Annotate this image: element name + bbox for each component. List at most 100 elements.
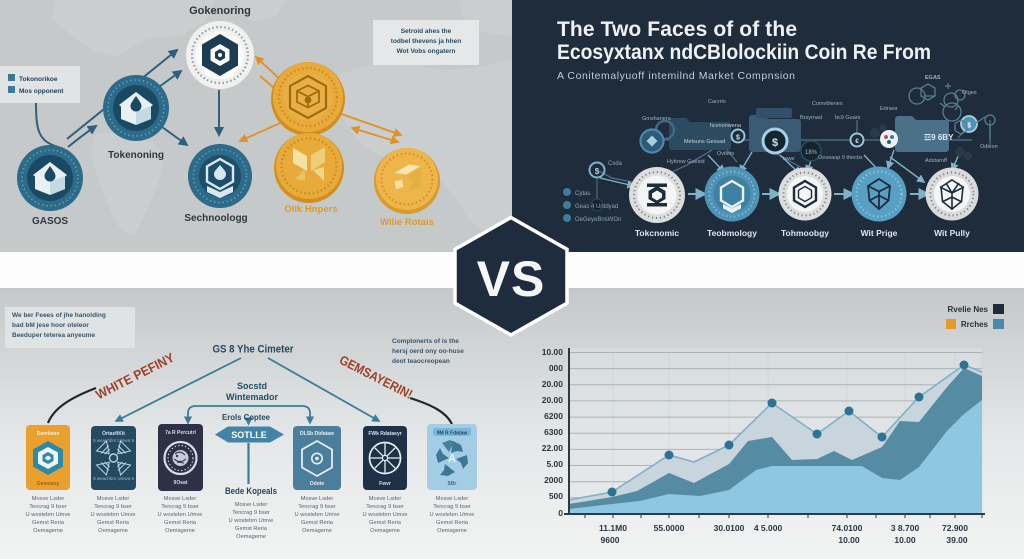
svg-text:Metsuns Gessad: Metsuns Gessad: [684, 139, 725, 145]
svg-text:todbel thevens ja hhen: todbel thevens ja hhen: [391, 38, 461, 45]
svg-text:☲9 6BY: ☲9 6BY: [924, 133, 954, 142]
svg-text:Ednaor: Ednaor: [880, 106, 898, 112]
svg-text:Gemst Reria: Gemst Reria: [164, 520, 197, 526]
svg-text:Wot Vobs ongatern: Wot Vobs ongatern: [397, 48, 456, 55]
svg-text:9M R Fdataw: 9M R Fdataw: [437, 431, 468, 437]
svg-text:Tohmoobgy: Tohmoobgy: [781, 228, 829, 238]
svg-text:$: $: [967, 121, 972, 130]
svg-text:Cxda: Cxda: [608, 161, 623, 167]
svg-text:Cacrrio: Cacrrio: [708, 99, 726, 105]
svg-text:Gemsany: Gemsany: [37, 481, 60, 487]
svg-text:The Two Faces of of the: The Two Faces of of the: [557, 18, 797, 41]
svg-text:Oemageme: Oemageme: [98, 528, 128, 534]
svg-text:9Oeat: 9Oeat: [174, 480, 188, 486]
svg-text:GASOS: GASOS: [32, 216, 68, 227]
svg-text:Wintemador: Wintemador: [226, 392, 278, 402]
svg-text:Comvblenes: Comvblenes: [812, 101, 843, 107]
svg-text:Bede Kopeals: Bede Kopeals: [225, 486, 277, 496]
svg-text:Tencrag 9 bser: Tencrag 9 bser: [433, 504, 471, 510]
svg-text:Geas 4 Untdyad: Geas 4 Untdyad: [575, 204, 618, 210]
svg-text:U wostebm Umve: U wostebm Umve: [229, 518, 274, 524]
svg-text:Gemst Reria: Gemst Reria: [97, 520, 130, 526]
svg-text:Mosve Lsder: Mosve Lsder: [32, 496, 65, 502]
svg-text:20.00: 20.00: [542, 379, 564, 389]
svg-text:We ber Feees of jhe hanolding: We ber Feees of jhe hanolding: [12, 312, 106, 319]
svg-text:bad bM jese hoor oteleor: bad bM jese hoor oteleor: [12, 322, 89, 329]
svg-text:hersj oerd ony oo-huse: hersj oerd ony oo-huse: [392, 348, 464, 355]
svg-text:72.900: 72.900: [942, 523, 968, 533]
svg-text:U wostebm Umve: U wostebm Umve: [158, 512, 203, 518]
svg-text:Brsyrnad: Brsyrnad: [800, 115, 822, 121]
svg-text:SBr: SBr: [448, 481, 457, 487]
svg-text:deot teaocreopean: deot teaocreopean: [392, 358, 450, 365]
svg-text:Oemageme: Oemageme: [236, 534, 266, 540]
svg-text:Gemst Reria: Gemst Reria: [235, 526, 268, 532]
svg-text:22.00: 22.00: [542, 443, 564, 453]
svg-text:Olik Hnpers: Olik Hnpers: [284, 204, 337, 215]
svg-text:Tencrag 9 bser: Tencrag 9 bser: [161, 504, 199, 510]
svg-text:Adstaroff: Adstaroff: [925, 158, 947, 164]
svg-text:Mosve Lsder: Mosve Lsder: [301, 496, 334, 502]
svg-text:SOTLLE: SOTLLE: [231, 430, 267, 440]
svg-text:Oemageme: Oemageme: [165, 528, 195, 534]
svg-text:Mos opponent: Mos opponent: [19, 88, 64, 95]
svg-text:Wit Pully: Wit Pully: [934, 228, 970, 238]
svg-text:7a R Percutrl: 7a R Percutrl: [165, 430, 196, 436]
svg-text:Odote: Odote: [310, 481, 325, 487]
svg-text:Tokenoning: Tokenoning: [108, 150, 164, 161]
svg-text:Complonerts of is the: Complonerts of is the: [392, 338, 459, 345]
svg-text:2000: 2000: [544, 475, 563, 485]
svg-text:U wostebm Umve: U wostebm Umve: [430, 512, 475, 518]
svg-text:6300: 6300: [544, 427, 563, 437]
svg-text:U wostebm Umve: U wostebm Umve: [363, 512, 408, 518]
svg-text:U wostebm Umve: U wostebm Umve: [91, 512, 136, 518]
svg-text:Oemageme: Oemageme: [33, 528, 63, 534]
svg-text:55.0000: 55.0000: [654, 523, 685, 533]
svg-text:11.1M0: 11.1M0: [599, 523, 627, 533]
svg-text:20.00: 20.00: [542, 395, 564, 405]
svg-text:Mosve Lsder: Mosve Lsder: [369, 496, 402, 502]
svg-text:Tencrag 9 bser: Tencrag 9 bser: [29, 504, 67, 510]
svg-text:Gokenoring: Gokenoring: [189, 5, 251, 17]
svg-text:GS 8 Yhe Cimeter: GS 8 Yhe Cimeter: [213, 344, 295, 356]
svg-text:A: A: [448, 453, 456, 465]
svg-text:9 weachbm Umwa 9: 9 weachbm Umwa 9: [93, 438, 134, 443]
svg-text:Mosve Lsder: Mosve Lsder: [436, 496, 469, 502]
svg-text:3 8.700: 3 8.700: [891, 523, 920, 533]
svg-text:10.00: 10.00: [542, 347, 564, 357]
svg-text:Oemageme: Oemageme: [437, 528, 467, 534]
svg-text:10.00: 10.00: [894, 535, 916, 545]
svg-text:Gemst Reria: Gemst Reria: [436, 520, 469, 526]
svg-text:FWk Rdataeyr: FWk Rdataeyr: [368, 431, 401, 437]
svg-text:Otges: Otges: [962, 90, 977, 96]
svg-text:Beeduper teterea anyeume: Beeduper teterea anyeume: [12, 332, 95, 339]
svg-text:Erols Coptee: Erols Coptee: [222, 412, 270, 422]
svg-text:U wostebm Umve: U wostebm Umve: [295, 512, 340, 518]
svg-text:hcvnonwena: hcvnonwena: [710, 123, 742, 129]
svg-text:Ecosyxtanx ndCBlolockiin Coin: Ecosyxtanx ndCBlolockiin Coin Re From: [557, 41, 931, 64]
svg-text:Sechnoologg: Sechnoologg: [184, 213, 247, 224]
svg-text:$: $: [595, 167, 600, 176]
svg-text:39.00: 39.00: [946, 535, 968, 545]
svg-text:18%: 18%: [805, 150, 818, 156]
svg-text:Gmshanera: Gmshanera: [642, 116, 672, 122]
svg-text:DLSb Dbfataw: DLSb Dbfataw: [300, 431, 334, 437]
svg-text:€: €: [855, 138, 859, 145]
svg-text:Gemst Reria: Gemst Reria: [301, 520, 334, 526]
svg-text:10.00: 10.00: [838, 535, 860, 545]
svg-text:Setroid ahes the: Setroid ahes the: [401, 28, 452, 35]
svg-text:Odieon: Odieon: [980, 144, 998, 150]
svg-text:5.00: 5.00: [546, 459, 563, 469]
svg-text:Tencrag 9 bser: Tencrag 9 bser: [232, 510, 270, 516]
svg-text:74.0100: 74.0100: [832, 523, 863, 533]
svg-text:U wostebm Umve: U wostebm Umve: [26, 512, 71, 518]
svg-text:6200: 6200: [544, 411, 563, 421]
svg-text:9600: 9600: [601, 535, 620, 545]
svg-text:Rvelie Nes: Rvelie Nes: [948, 305, 989, 314]
svg-text:Teobmology: Teobmology: [707, 228, 757, 238]
svg-text:Oemageme: Oemageme: [370, 528, 400, 534]
svg-text:Mosve Lsder: Mosve Lsder: [97, 496, 130, 502]
svg-text:bc9 Guars: bc9 Guars: [835, 115, 861, 121]
svg-text:Hyttrew Guesid: Hyttrew Guesid: [667, 159, 705, 165]
svg-text:EGAS: EGAS: [925, 75, 941, 81]
